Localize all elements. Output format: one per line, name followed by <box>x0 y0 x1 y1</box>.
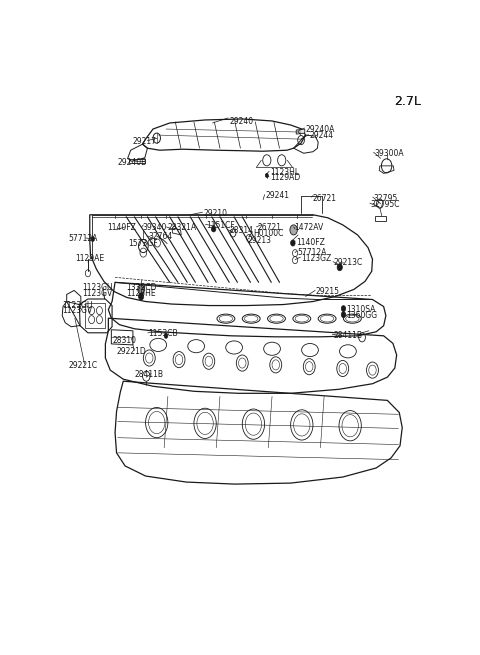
Text: 26721: 26721 <box>312 194 336 202</box>
Text: 1140FZ: 1140FZ <box>296 238 325 246</box>
Text: 29213C: 29213C <box>334 258 363 267</box>
Text: 28310: 28310 <box>112 336 136 345</box>
Circle shape <box>164 333 168 339</box>
Text: 28411B: 28411B <box>134 370 163 379</box>
Text: 1129AD: 1129AD <box>270 174 300 183</box>
Text: 32764: 32764 <box>148 233 173 242</box>
Circle shape <box>211 226 216 232</box>
Text: 1339CD: 1339CD <box>126 284 156 292</box>
Text: 28411B: 28411B <box>333 331 362 340</box>
Text: 29244: 29244 <box>309 131 334 140</box>
Polygon shape <box>296 129 305 134</box>
Circle shape <box>138 285 144 294</box>
Text: 57712A: 57712A <box>68 234 97 244</box>
Circle shape <box>290 225 297 235</box>
Text: 1123GV: 1123GV <box>83 289 113 298</box>
Circle shape <box>290 240 295 246</box>
Text: 1123HL: 1123HL <box>270 168 300 177</box>
Text: 29221D: 29221D <box>117 347 146 356</box>
Text: H0100C: H0100C <box>253 229 284 238</box>
Circle shape <box>265 174 268 178</box>
Circle shape <box>139 293 144 300</box>
Text: 1123HE: 1123HE <box>126 289 156 298</box>
Text: 32795C: 32795C <box>371 200 400 209</box>
Text: 2.7L: 2.7L <box>394 95 421 107</box>
Text: 29213: 29213 <box>248 236 272 245</box>
Circle shape <box>341 305 346 312</box>
Text: 29215: 29215 <box>316 287 340 296</box>
Text: 1472AV: 1472AV <box>294 223 324 233</box>
Text: 32795: 32795 <box>373 194 398 202</box>
Text: 29240: 29240 <box>229 117 253 126</box>
Text: 29240B: 29240B <box>118 159 147 167</box>
Text: 29241: 29241 <box>265 191 289 200</box>
Text: 2.7L: 2.7L <box>394 95 421 107</box>
Text: 1123GU: 1123GU <box>83 284 113 292</box>
Text: 1573GF: 1573GF <box>128 238 158 248</box>
Text: 29240A: 29240A <box>305 124 335 134</box>
Text: 1123GZ: 1123GZ <box>301 253 331 263</box>
Text: 1310SA: 1310SA <box>347 305 376 314</box>
Text: 1140FZ: 1140FZ <box>108 223 136 233</box>
Text: 29217: 29217 <box>132 137 156 146</box>
Text: 57712A: 57712A <box>297 248 327 257</box>
Text: 29210: 29210 <box>203 209 227 217</box>
Text: 28314: 28314 <box>229 227 253 235</box>
Circle shape <box>341 312 346 318</box>
Text: 1360GG: 1360GG <box>347 310 378 320</box>
Text: 1151CF: 1151CF <box>206 221 235 230</box>
Circle shape <box>337 264 342 271</box>
Text: 39300A: 39300A <box>374 149 404 158</box>
Text: 1129AE: 1129AE <box>75 254 104 263</box>
Text: 1123GV: 1123GV <box>62 306 92 315</box>
Text: 28321A: 28321A <box>167 223 196 233</box>
Circle shape <box>91 236 95 242</box>
Text: 39340: 39340 <box>143 223 167 233</box>
Text: 26721: 26721 <box>257 223 281 233</box>
Text: 1153CB: 1153CB <box>148 329 178 338</box>
Text: 29221C: 29221C <box>68 360 97 369</box>
Text: 1123GU: 1123GU <box>62 301 92 310</box>
